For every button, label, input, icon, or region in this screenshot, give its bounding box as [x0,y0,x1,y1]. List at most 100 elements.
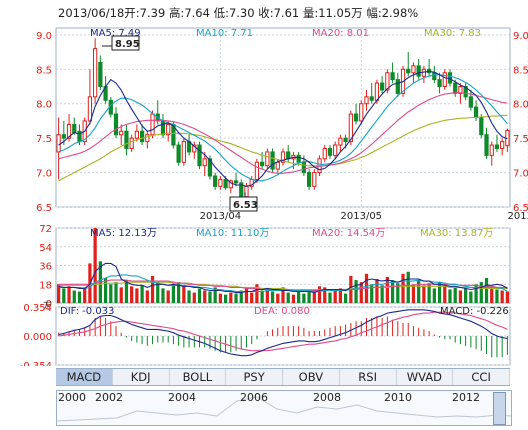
candle-body [202,158,207,167]
change-value: 2.98% [381,6,419,20]
price-ytick-right: 8.0 [513,100,528,111]
volume-bar [479,282,483,303]
candle-body [124,130,129,149]
candle-body [312,172,317,187]
candle-body [447,72,453,84]
candle-body [296,154,301,163]
volume-bar [344,293,348,303]
volume-bar [177,282,181,303]
svg-text:6.53: 6.53 [233,200,258,211]
price-ma20-line [58,92,508,174]
candle-body [223,178,228,189]
price-xtick: 2013/06 [507,211,528,222]
price-ytick-left: 8.0 [36,100,52,111]
volume-bar [213,287,217,303]
candle-body [437,79,442,88]
timeline-year-2000: 2000 [58,391,86,404]
volume-bar [307,289,311,303]
volume-bar [135,288,139,303]
volume-bar [114,282,118,303]
tab-macd[interactable]: MACD [56,369,113,385]
candle-body [374,82,380,101]
volume-bar [458,290,463,303]
tab-boll[interactable]: BOLL [170,369,227,385]
volume-bar [270,291,275,303]
volume-bar [333,290,337,303]
volume-bar [380,285,384,303]
legend-dif: DIF: -0.033 [60,306,114,317]
tab-rsi[interactable]: RSI [340,369,397,385]
legend-price-ma20: MA20: 8.01 [312,28,369,39]
volume-bar [182,285,186,303]
volume-bar [56,284,61,303]
candle-body [270,151,275,170]
candle-body [306,172,312,187]
candle-body [181,141,186,163]
candle-body [406,68,411,74]
candle-body [463,86,468,98]
macd-ytick: 0.354 [23,303,52,314]
candle-body [176,144,181,163]
volume-bar [255,284,259,303]
candle-body [484,134,489,156]
quote-header: 2013/06/18开:7.39 高:7.64 低:7.30 收:7.61 量:… [58,5,418,21]
candle-body [301,161,306,174]
candle-body [479,117,484,136]
header-date: 2013/06/18 [58,6,125,20]
volume-bar [161,288,165,303]
volume-bar [317,286,322,303]
candle-body [93,48,98,98]
price-ytick-right: 6.5 [513,203,528,214]
volume-ma5-line [58,262,508,294]
high-value: 7.64 [184,6,210,20]
volume-bar [406,271,410,303]
candle-body [500,141,505,149]
candle-body [134,130,140,139]
candle-body [411,65,416,74]
volume-bar [150,275,155,303]
volume-bar [484,278,489,303]
volume-bar [208,291,212,303]
price-ma10-line [58,74,508,182]
candle-body [458,86,463,94]
candle-body [213,175,218,187]
timeline-range-handle[interactable] [493,392,506,425]
volume-bar [338,288,343,303]
timeline-year-2012: 2012 [452,391,480,404]
tab-psy[interactable]: PSY [226,369,283,385]
stock-chart-svg[interactable]: 9.0 9.08.5 8.58.0 8.07.5 7.57.0 7.06.5 6.52013… [0,0,528,366]
tab-cci[interactable]: CCI [453,369,510,385]
volume-bar [323,287,327,303]
volume-bar [297,291,301,303]
volume-ma20-line [58,279,508,292]
candle-body [364,96,369,105]
candle-body [260,161,265,167]
volume-ytick: 0 [46,299,52,310]
tab-obv[interactable]: OBV [283,369,340,385]
legend-price-ma10: MA10: 7.71 [196,28,253,39]
timeline-sparkline [57,396,511,422]
legend-dea: DEA: 0.080 [254,306,310,317]
volume-bar [286,292,290,303]
tab-wvad[interactable]: WVAD [397,369,454,385]
tab-kdj[interactable]: KDJ [113,369,170,385]
volume-bar [140,285,144,303]
volume-bar [223,294,228,303]
price-ytick-right: 8.5 [513,65,528,76]
macd-series [58,309,508,358]
volume-bar [464,288,468,303]
volume-series [56,228,510,303]
volume-bar [67,286,71,303]
volume-bar [124,280,129,303]
candle-body [254,161,260,180]
volume-bar [103,278,108,303]
candle-body [489,144,494,156]
volume-ytick: 54 [39,243,52,254]
price-xtick: 2013/04 [200,211,242,222]
candle-body [359,103,364,122]
price-ytick-right: 7.0 [513,169,528,180]
volume-bar [390,280,395,303]
timeline-navigator[interactable] [56,390,512,426]
price-ytick-left: 7.5 [36,134,52,145]
volume-bar [396,283,400,303]
